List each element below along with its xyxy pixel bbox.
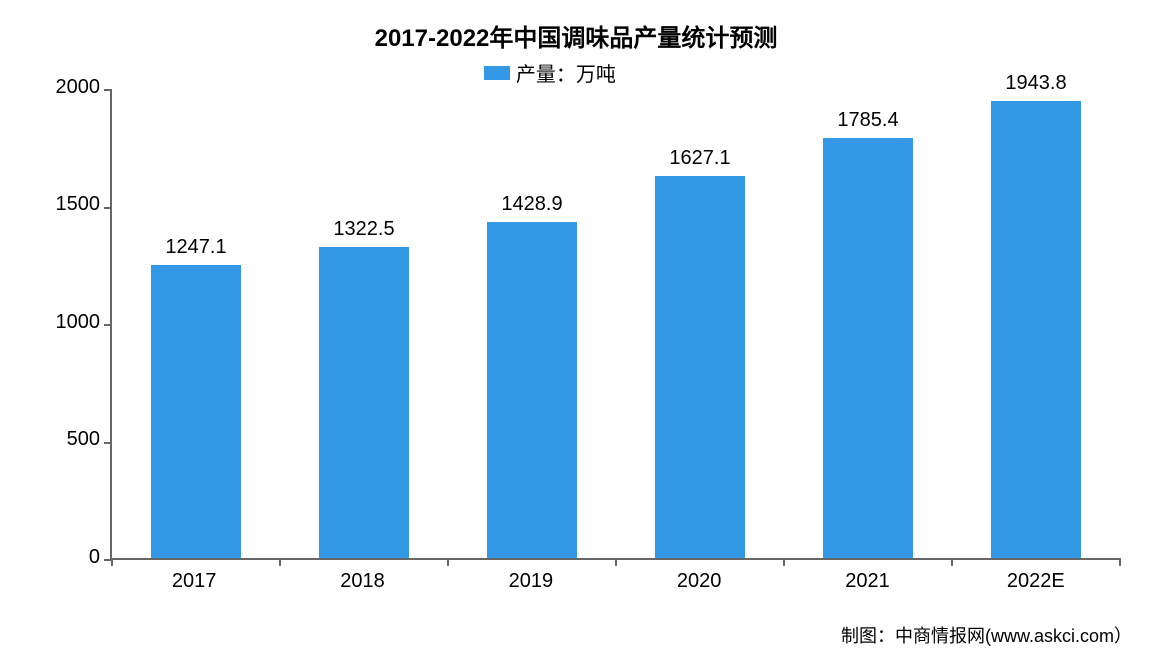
bar xyxy=(655,176,746,558)
x-tick xyxy=(615,558,617,566)
legend: 产量：万吨 xyxy=(484,58,616,87)
legend-label: 产量：万吨 xyxy=(516,58,616,87)
credit-text: 制图：中商情报网(www.askci.com） xyxy=(841,622,1132,648)
y-tick-label: 2000 xyxy=(10,76,100,99)
x-tick-label: 2020 xyxy=(677,570,722,593)
bar-value-label: 1785.4 xyxy=(837,109,898,132)
y-tick xyxy=(104,324,112,326)
bars-container: 1247.11322.51428.91627.11785.41943.8 xyxy=(112,90,1120,558)
x-tick-label: 2019 xyxy=(509,570,554,593)
x-tick xyxy=(783,558,785,566)
bar xyxy=(823,138,914,558)
chart-title: 2017-2022年中国调味品产量统计预测 xyxy=(0,18,1152,53)
x-tick xyxy=(279,558,281,566)
x-tick xyxy=(1119,558,1121,566)
y-tick xyxy=(104,89,112,91)
x-tick-label: 2017 xyxy=(172,570,217,593)
bar-value-label: 1247.1 xyxy=(165,236,226,259)
bar-chart: 2017-2022年中国调味品产量统计预测 产量：万吨 1247.1 1322.5… xyxy=(0,0,1152,654)
y-tick-label: 0 xyxy=(10,546,100,569)
bar xyxy=(991,101,1082,558)
x-tick xyxy=(111,558,113,566)
x-tick-label: 2018 xyxy=(340,570,385,593)
y-tick xyxy=(104,207,112,209)
plot-area: 1247.11322.51428.91627.11785.41943.8 xyxy=(110,90,1120,560)
x-tick-label: 2021 xyxy=(845,570,890,593)
x-tick xyxy=(447,558,449,566)
y-tick-label: 1000 xyxy=(10,311,100,334)
y-tick xyxy=(104,442,112,444)
bar xyxy=(151,265,242,558)
bar-value-label: 1322.5 xyxy=(333,218,394,241)
y-tick-label: 500 xyxy=(10,428,100,451)
bar-value-label: 1627.1 xyxy=(669,147,730,170)
bar xyxy=(319,247,410,558)
x-tick xyxy=(951,558,953,566)
bar-value-label: 1428.9 xyxy=(501,193,562,216)
y-tick-label: 1500 xyxy=(10,193,100,216)
bar-value-label: 1943.8 xyxy=(1005,72,1066,95)
x-tick-label: 2022E xyxy=(1007,570,1065,593)
bar xyxy=(487,222,578,558)
legend-swatch xyxy=(484,66,510,80)
